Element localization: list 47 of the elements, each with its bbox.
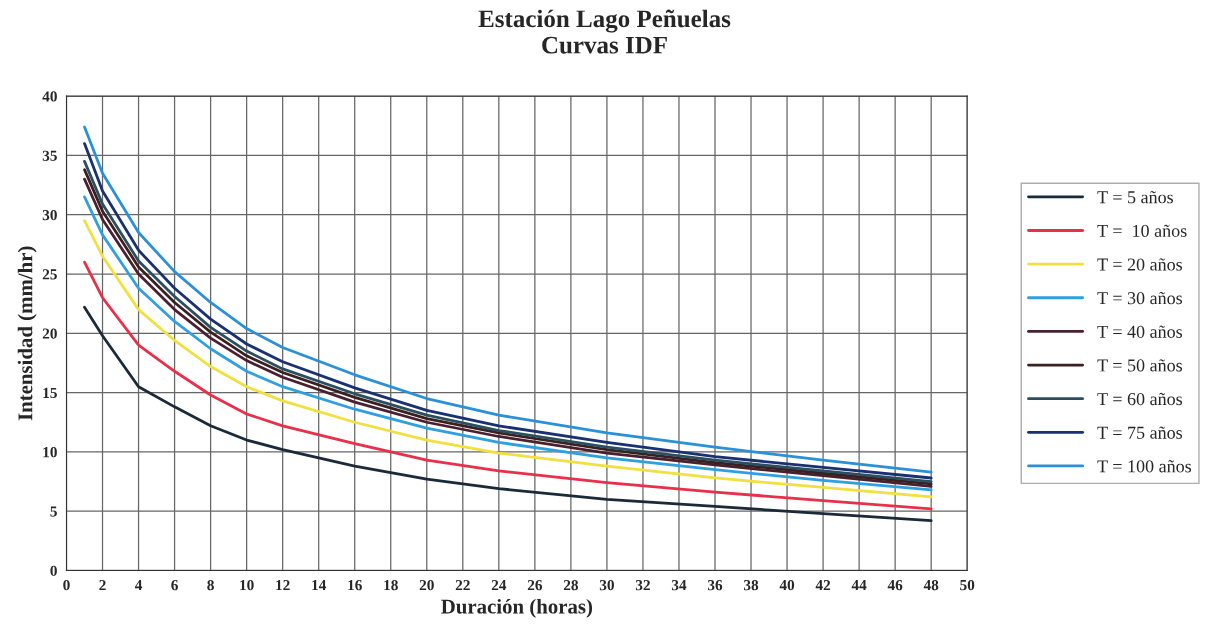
legend-label: T = 40 años [1097,325,1183,338]
x-tick-label: 34 [671,580,687,591]
y-tick-label: 25 [42,269,57,280]
y-tick-label: 15 [43,387,57,399]
y-axis-title: Intensidad (mm/hr) [17,246,37,421]
legend-label: T = 10 años [1097,224,1187,237]
x-tick-label: 10 [240,579,254,591]
legend-label: T = 100 años [1097,460,1192,473]
x-tick-label: 50 [960,579,975,591]
y-tick-label: 30 [42,209,57,221]
x-axis-title: Duración (horas) [441,598,593,618]
legend-label: T = 75 años [1097,426,1183,439]
x-tick-label: 40 [779,579,795,591]
x-tick-label: 16 [348,580,362,591]
x-tick-label: 8 [207,579,214,591]
legend-label: T = 5 años [1097,191,1173,204]
x-tick-label: 22 [455,580,470,591]
x-tick-label: 38 [743,579,759,591]
x-tick-label: 26 [527,580,543,591]
y-tick-label: 20 [42,328,57,339]
x-tick-label: 48 [923,579,939,591]
x-tick-label: 2 [99,580,106,591]
y-tick-label: 10 [43,447,57,458]
x-tick-label: 32 [635,580,650,591]
x-tick-label: 6 [171,580,178,591]
x-tick-label: 20 [419,579,434,591]
x-tick-label: 44 [851,580,867,591]
x-tick-label: 30 [599,579,614,591]
legend-label: T = 60 años [1097,392,1183,406]
x-tick-label: 46 [887,580,903,591]
y-tick-label: 0 [50,565,57,576]
x-tick-label: 4 [134,580,143,591]
legend-label: T = 20 años [1097,258,1183,271]
x-tick-label: 14 [312,580,327,591]
chart-title: Estación Lago Peñuelas Curvas IDF [478,9,731,54]
legend-label: T = 30 años [1097,291,1183,305]
legend-label: T = 50 años [1097,359,1183,372]
x-tick-label: 0 [63,579,70,591]
x-tick-label: 36 [707,580,723,591]
x-tick-label: 42 [815,580,831,591]
x-tick-label: 24 [491,580,507,591]
x-tick-label: 12 [276,580,290,591]
y-tick-label: 5 [50,506,57,517]
y-tick-label: 35 [42,150,57,161]
y-tick-label: 40 [42,91,57,102]
x-tick-label: 18 [384,579,398,591]
x-tick-label: 28 [563,579,579,591]
